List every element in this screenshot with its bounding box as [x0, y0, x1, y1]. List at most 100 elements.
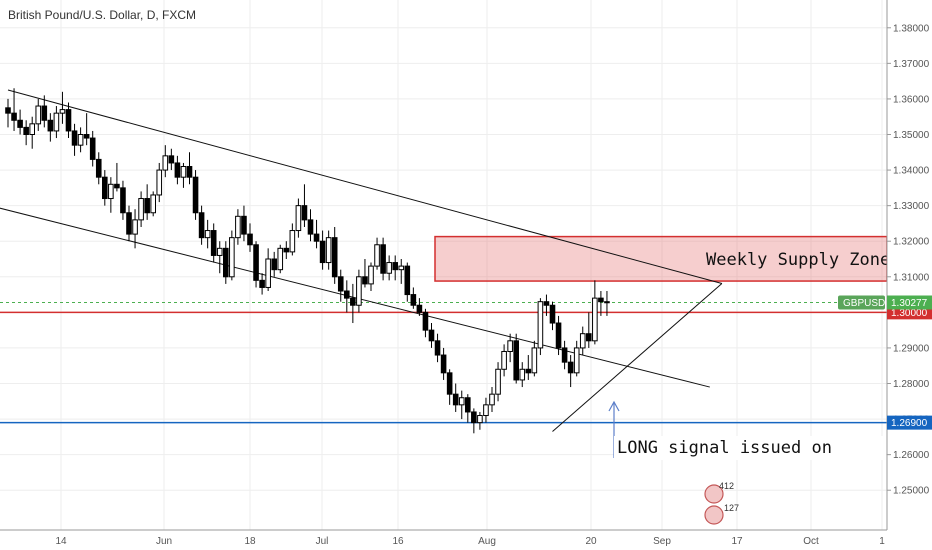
- candle-body-down: [174, 162, 181, 178]
- candle: [422, 308, 429, 338]
- candle-body-down: [168, 155, 175, 164]
- price-tags: 1.30000 1.26900 GBPUSD 1.30277: [838, 295, 932, 430]
- candle: [83, 113, 90, 146]
- candle: [356, 269, 362, 313]
- candle: [489, 387, 495, 412]
- candle-body-down: [241, 215, 247, 235]
- candle-body-down: [362, 276, 368, 285]
- candle-body-up: [29, 123, 35, 136]
- candle: [604, 291, 610, 316]
- candle-body-up: [537, 301, 544, 349]
- trend-line: [7, 89, 723, 285]
- candle-body-up: [204, 230, 211, 239]
- candle: [319, 230, 326, 270]
- candle: [471, 408, 477, 434]
- candle-body-down: [313, 233, 320, 242]
- candle: [71, 123, 78, 156]
- price-axis[interactable]: [886, 0, 932, 550]
- candle: [573, 340, 580, 377]
- candle: [114, 162, 120, 192]
- candle-body-down: [89, 137, 96, 160]
- y-tick-label: 1.38000: [893, 23, 930, 34]
- candle: [216, 241, 223, 274]
- candle-body-down: [392, 262, 398, 271]
- signal-arrowhead-icon: [608, 400, 620, 412]
- candle-body-up: [229, 237, 235, 278]
- candle: [446, 369, 453, 405]
- y-tick-label: 1.35000: [893, 130, 930, 141]
- y-tick-label: 1.33000: [893, 201, 930, 212]
- candle-body-down: [23, 126, 29, 135]
- candle: [452, 383, 459, 412]
- badge-count-1: 412: [719, 481, 734, 491]
- candle-body-down: [210, 230, 217, 256]
- candle: [368, 262, 374, 292]
- candle: [265, 248, 271, 292]
- candle-body-down: [598, 297, 604, 303]
- candle: [458, 390, 465, 420]
- candle-body-down: [440, 354, 447, 374]
- candle-body-up: [356, 276, 362, 306]
- y-tick-label: 1.31000: [893, 272, 930, 283]
- candle: [386, 255, 392, 281]
- candle: [549, 301, 556, 331]
- candle-body-down: [65, 109, 72, 132]
- candle: [561, 340, 568, 370]
- candle-body-down: [253, 244, 259, 281]
- candle-body-up: [77, 134, 84, 146]
- candle-body-down: [549, 304, 556, 324]
- candle-body-up: [495, 368, 501, 395]
- event-badges[interactable]: 412 127: [704, 481, 739, 525]
- candle: [380, 237, 386, 281]
- candle: [543, 294, 550, 316]
- candle-body-up: [579, 333, 586, 349]
- candle: [108, 177, 114, 213]
- candle-body-down: [380, 244, 386, 274]
- candle-body-up: [374, 244, 380, 267]
- price-level-tag-label: 1.26900: [891, 418, 928, 429]
- candle: [271, 251, 277, 277]
- current-price-tag: [887, 295, 932, 310]
- candle: [567, 355, 574, 388]
- price-level-tag-label: 1.30000: [891, 308, 928, 319]
- candle: [495, 362, 501, 402]
- candle-body-down: [434, 340, 441, 356]
- candle: [313, 219, 320, 249]
- candle-body-up: [483, 404, 489, 417]
- candle-body-down: [410, 294, 417, 306]
- y-tick-label: 1.29000: [893, 343, 930, 354]
- candle: [168, 148, 175, 171]
- candle-body-up: [398, 265, 405, 271]
- candle: [174, 155, 181, 185]
- candle: [65, 102, 72, 139]
- candle: [537, 298, 544, 356]
- candle-body-down: [144, 198, 150, 214]
- x-tick-label: 18: [244, 536, 256, 547]
- candle-body-down: [120, 187, 126, 214]
- candle: [53, 106, 60, 139]
- candle: [525, 355, 532, 380]
- candle: [126, 205, 132, 242]
- x-tick-label: 14: [55, 536, 67, 547]
- candle: [47, 113, 54, 142]
- candles: [5, 88, 610, 434]
- candle-body-down: [452, 393, 459, 406]
- x-tick-label: Oct: [803, 536, 819, 547]
- candle: [59, 91, 66, 124]
- candle-body-down: [555, 322, 562, 349]
- current-price-tag-label: 1.30277: [891, 298, 928, 309]
- candle: [186, 152, 193, 185]
- event-badge-icon[interactable]: [704, 505, 724, 525]
- signal-label-background: [614, 436, 886, 460]
- candle-body-down: [513, 340, 520, 381]
- candle-body-up: [458, 397, 465, 406]
- candle: [519, 362, 526, 388]
- candle-body-down: [95, 158, 102, 178]
- candle-body-down: [71, 130, 78, 146]
- event-badge-icon[interactable]: [704, 484, 724, 504]
- candle-body-down: [350, 297, 356, 306]
- candle-body-down: [47, 119, 54, 132]
- candle: [198, 205, 205, 245]
- candle: [41, 95, 48, 128]
